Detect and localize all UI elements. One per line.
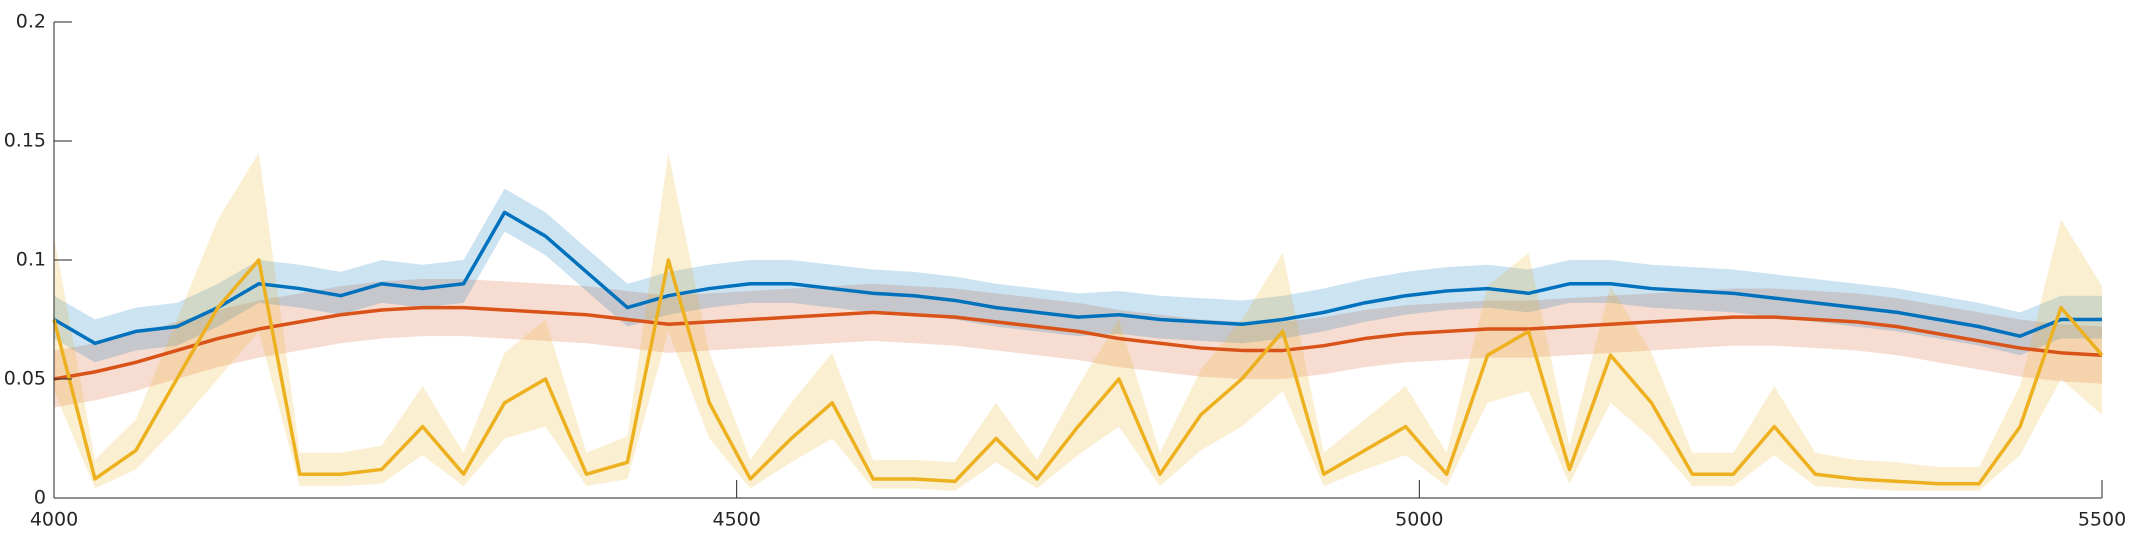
series-line (53, 210, 2102, 346)
x-tick-label: 5500 (2078, 509, 2126, 531)
y-tick-label: 0.15 (4, 130, 46, 152)
y-tick-label: 0.05 (4, 368, 46, 390)
y-tick-label: 0.1 (16, 249, 46, 271)
x-tick-label: 4500 (712, 509, 760, 531)
confidence-band (54, 152, 2102, 491)
y-tick-label: 0 (34, 487, 46, 509)
x-tick-label: 4000 (30, 509, 78, 531)
series-line (52, 258, 2104, 486)
series-line (53, 305, 2103, 381)
y-tick-label: 0.2 (16, 11, 46, 33)
confidence-band (54, 188, 2102, 363)
confidence-band (54, 279, 2102, 408)
x-tick-label: 5000 (1395, 509, 1443, 531)
